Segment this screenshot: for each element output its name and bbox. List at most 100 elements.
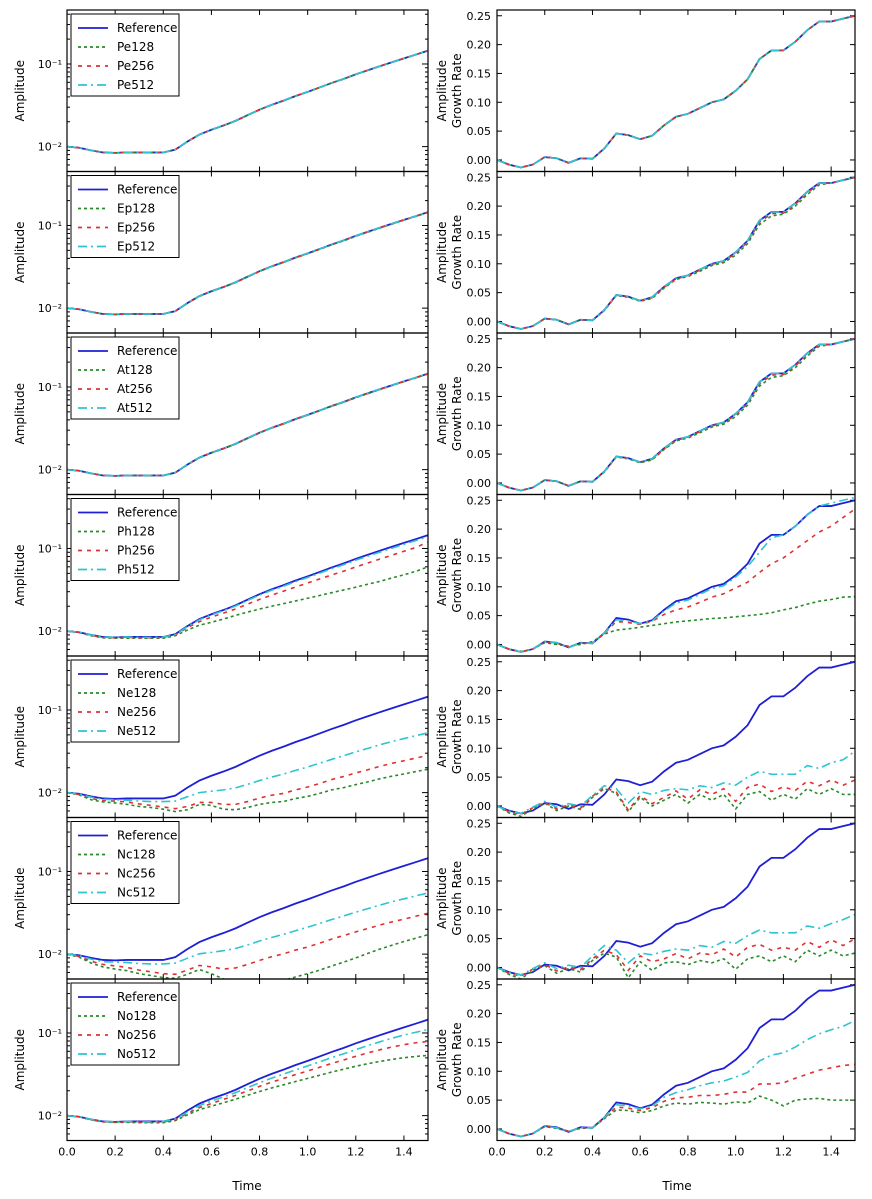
series-line-ne512 — [67, 731, 428, 803]
y-tick-label: 0.05 — [467, 771, 492, 784]
series-line-ph256 — [497, 508, 855, 653]
series-line-reference — [497, 14, 855, 169]
legend-label: Ph256 — [117, 544, 155, 558]
legend-label: Nc128 — [117, 848, 155, 862]
x-tick-label: 0.2 — [536, 1146, 554, 1159]
series-group — [67, 372, 428, 477]
y-axis-label-line1: Amplitude — [435, 545, 449, 607]
series-line-no128 — [497, 1095, 855, 1138]
y-tick-label: 0.15 — [467, 713, 492, 726]
legend-label: Reference — [117, 990, 177, 1004]
legend-label: No512 — [117, 1047, 156, 1061]
y-tick-label: 10⁻¹ — [38, 381, 62, 394]
series-group — [497, 14, 855, 169]
growth-panel-7: 0.0 0.2 0.4 0.6 0.8 1.0 1.2 1.4 0.00 0.05 0.10 0.15… — [435, 978, 856, 1159]
y-tick-label: 0.10 — [467, 904, 492, 917]
y-tick-label: 0.05 — [467, 287, 492, 300]
y-tick-label: 0.15 — [467, 67, 492, 80]
y-tick-label: 0.10 — [467, 258, 492, 271]
series-line-nc128 — [497, 949, 855, 979]
legend: Reference Ne128 Ne256 Ne512 — [70, 659, 180, 743]
growth-panel-5: 0.00 0.05 0.10 0.15 0.20 0.25 Amplitude Growth … — [435, 655, 856, 819]
x-tick-label: 0.8 — [251, 1146, 269, 1159]
x-tick-label: 0.0 — [488, 1146, 506, 1159]
y-tick-label: 10⁻¹ — [38, 704, 62, 717]
y-axis-label-line2: Growth Rate — [450, 376, 464, 451]
series-group — [67, 1018, 428, 1124]
y-tick-label: 10⁻² — [38, 464, 62, 477]
y-axis-label: Amplitude — [13, 383, 27, 445]
y-axis-label-line1: Amplitude — [435, 1029, 449, 1091]
series-line-no256 — [497, 1063, 855, 1138]
plot-frame — [496, 493, 856, 657]
y-tick-label: 0.20 — [467, 362, 492, 375]
series-line-ph128 — [67, 566, 428, 640]
y-tick-label: 10⁻¹ — [38, 1027, 62, 1040]
y-tick-label: 10⁻² — [38, 302, 62, 315]
y-tick-label: 0.10 — [467, 581, 492, 594]
amplitude-panel-2: 10⁻² 10⁻¹ Amplitude Reference Ep128 Ep256 Ep51… — [13, 170, 429, 334]
y-tick-label: 10⁻² — [38, 141, 62, 154]
y-axis-label: Amplitude — [13, 222, 27, 284]
legend: Reference Pe128 Pe256 Pe512 — [70, 13, 180, 97]
series-group — [497, 337, 855, 492]
plot-frame — [496, 978, 856, 1142]
y-tick-label: 10⁻² — [38, 948, 62, 961]
series-line-ep512 — [497, 176, 855, 330]
x-tick-label: 1.2 — [347, 1146, 365, 1159]
y-tick-label: 10⁻¹ — [38, 542, 62, 555]
y-axis-label-line1: Amplitude — [435, 60, 449, 122]
series-group — [497, 983, 855, 1138]
series-group — [67, 49, 428, 154]
y-tick-label: 10⁻¹ — [38, 219, 62, 232]
legend-label: Reference — [117, 183, 177, 197]
legend-label: Reference — [117, 506, 177, 520]
x-tick-label: 0.6 — [631, 1146, 649, 1159]
legend-label: At512 — [117, 401, 153, 415]
series-line-ph512 — [67, 535, 428, 639]
series-line-pe128 — [497, 14, 855, 169]
y-tick-label: 0.10 — [467, 742, 492, 755]
series-line-ep128 — [497, 176, 855, 330]
series-line-no512 — [497, 1019, 855, 1138]
legend-label: Pe256 — [117, 59, 154, 73]
legend: Reference Ep128 Ep256 Ep512 — [70, 175, 180, 258]
y-tick-label: 0.15 — [467, 1036, 492, 1049]
legend-label: Ne512 — [117, 724, 156, 738]
series-group — [497, 822, 855, 979]
series-line-reference — [67, 695, 428, 800]
series-line-ne128 — [497, 787, 855, 818]
series-line-ep512 — [67, 211, 428, 316]
series-group — [497, 176, 855, 330]
legend-label: No256 — [117, 1028, 156, 1042]
legend: Reference No128 No256 No512 — [70, 982, 180, 1066]
series-line-ne128 — [67, 768, 428, 813]
legend-label: No128 — [117, 1009, 156, 1023]
amplitude-panel-3: 10⁻² 10⁻¹ Amplitude Reference At128 At256 At51… — [13, 332, 429, 496]
y-tick-label: 0.00 — [467, 477, 492, 490]
series-line-ph256 — [67, 541, 428, 639]
plot-frame — [66, 978, 429, 1142]
legend: Reference Ph128 Ph256 Ph512 — [70, 498, 180, 581]
legend-label: Reference — [117, 829, 177, 843]
series-line-reference — [67, 857, 428, 962]
legend-label: Ph512 — [117, 563, 155, 577]
y-tick-label: 0.20 — [467, 846, 492, 859]
y-tick-label: 0.05 — [467, 610, 492, 623]
y-tick-label: 0.25 — [467, 171, 492, 184]
y-tick-label: 0.25 — [467, 656, 492, 669]
y-axis-label-line2: Growth Rate — [450, 699, 464, 774]
amplitude-panel-5: 10⁻² 10⁻¹ Amplitude Reference Ne128 Ne256 Ne51… — [13, 655, 429, 819]
series-line-nc512 — [497, 913, 855, 976]
legend-label: Pe512 — [117, 78, 154, 92]
plot-frame — [496, 332, 856, 496]
x-tick-label: 0.2 — [106, 1146, 124, 1159]
y-tick-label: 0.00 — [467, 800, 492, 813]
series-line-ne512 — [497, 750, 855, 815]
growth-panel-6: 0.00 0.05 0.10 0.15 0.20 0.25 Amplitude Growth … — [435, 816, 856, 980]
series-line-no512 — [67, 1028, 428, 1123]
series-line-nc256 — [497, 937, 855, 977]
x-axis-label-right: Time — [661, 1179, 691, 1193]
x-tick-label: 1.0 — [299, 1146, 317, 1159]
